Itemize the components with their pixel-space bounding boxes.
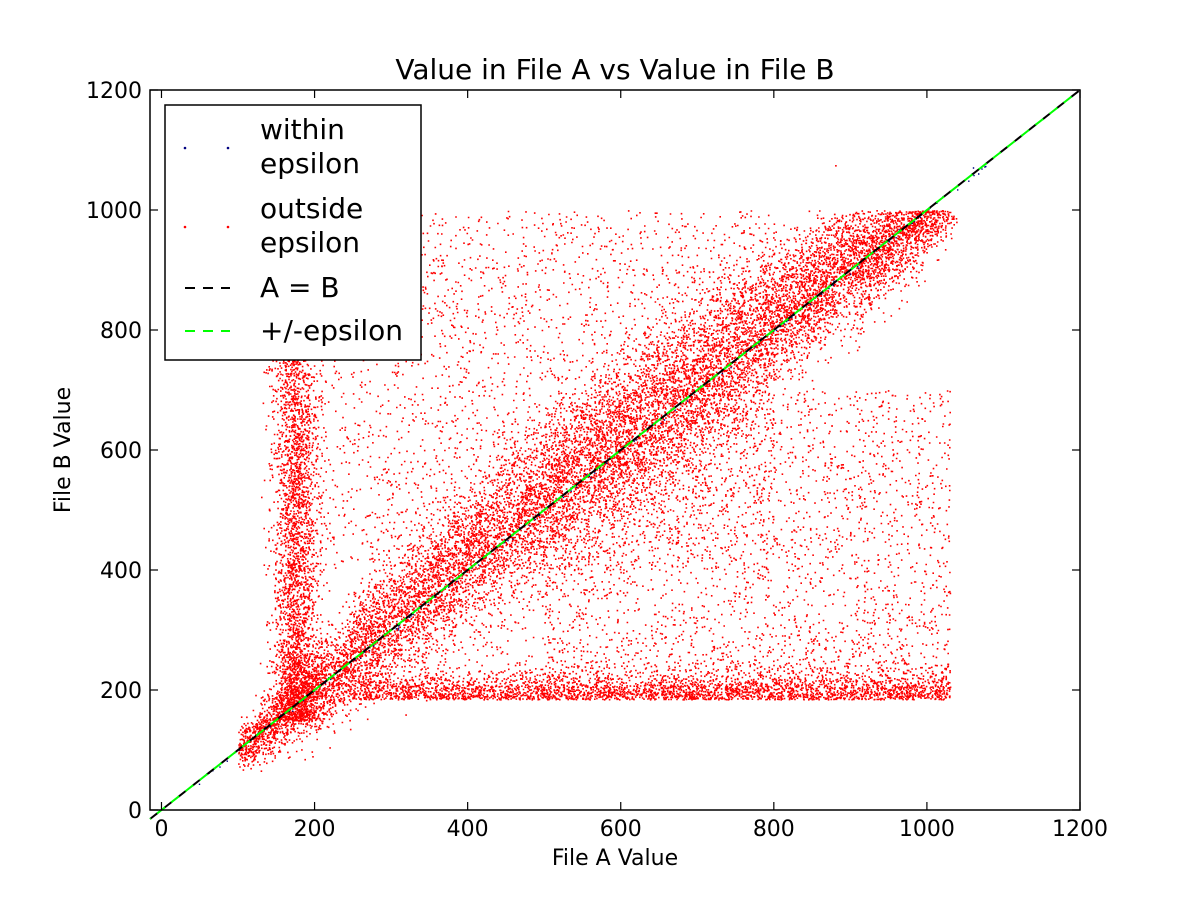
legend-box [164, 104, 422, 361]
epsilon-line [149, 95, 1073, 820]
y-tick-label: 600 [100, 439, 142, 464]
legend-marker-within-epsilon [183, 146, 187, 150]
y-tick-label: 800 [100, 319, 142, 344]
legend: within epsilon outside epsilon A = B +/-… [164, 104, 422, 361]
y-tick-label: 1200 [86, 79, 142, 104]
y-tick-label: 0 [128, 799, 142, 824]
legend-marker-within-epsilon [226, 146, 230, 150]
x-tick-label: 1000 [899, 817, 955, 842]
y-tick-label: 200 [100, 679, 142, 704]
outside-epsilon-points [238, 165, 958, 772]
x-tick-label: 600 [600, 817, 642, 842]
legend-label-within-epsilon: within [260, 113, 345, 146]
x-axis-title: File A Value [552, 846, 678, 871]
lines-layer [149, 89, 1081, 820]
legend-marker-outside-epsilon [226, 225, 230, 229]
legend-label-a-equals-b: A = B [260, 271, 340, 304]
legend-label-outside-epsilon: epsilon [260, 226, 360, 259]
x-tick-label: 0 [154, 817, 168, 842]
ticks-layer: 0 200 400 600 800 1000 1200 0 200 400 600 800 1000 12… [86, 79, 1108, 842]
x-tick-label: 400 [447, 817, 489, 842]
legend-label-within-epsilon: epsilon [260, 147, 360, 180]
legend-marker-outside-epsilon [183, 225, 187, 229]
x-tick-label: 800 [753, 817, 795, 842]
y-tick-label: 400 [100, 559, 142, 584]
y-axis-title: File B Value [51, 387, 76, 513]
x-tick-label: 200 [294, 817, 336, 842]
chart-title: Value in File A vs Value in File B [395, 53, 834, 86]
legend-label-outside-epsilon: outside [260, 192, 363, 225]
legend-label-epsilon: +/-epsilon [260, 314, 403, 347]
points-layer [198, 165, 987, 786]
y-tick-label: 1000 [86, 199, 142, 224]
x-tick-label: 1200 [1052, 817, 1108, 842]
